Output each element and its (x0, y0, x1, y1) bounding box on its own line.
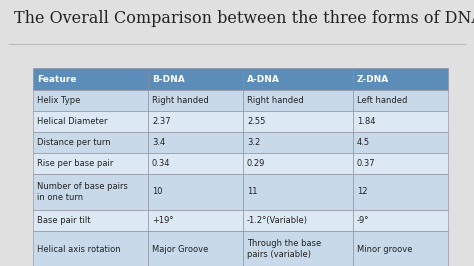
Bar (243, 153, 353, 174)
Text: 11: 11 (247, 188, 257, 197)
Text: Helical Diameter: Helical Diameter (37, 117, 108, 126)
Text: B-DNA: B-DNA (152, 74, 185, 84)
Text: Minor groove: Minor groove (357, 244, 412, 253)
Text: Helical axis rotation: Helical axis rotation (37, 244, 120, 253)
Bar (353, 174, 448, 210)
Text: 2.37: 2.37 (152, 117, 171, 126)
Text: Rise per base pair: Rise per base pair (37, 159, 113, 168)
Bar (353, 132, 448, 153)
Text: A-DNA: A-DNA (247, 74, 280, 84)
Text: -9°: -9° (357, 216, 369, 225)
Text: 0.37: 0.37 (357, 159, 375, 168)
Text: 3.4: 3.4 (152, 138, 165, 147)
Bar (33, 174, 148, 210)
Bar (33, 90, 148, 111)
Text: 1.84: 1.84 (357, 117, 375, 126)
Bar (148, 132, 243, 153)
Text: Right handed: Right handed (247, 96, 304, 105)
Bar (243, 174, 353, 210)
Bar (353, 68, 448, 90)
Text: Left handed: Left handed (357, 96, 407, 105)
Text: Right handed: Right handed (152, 96, 209, 105)
Text: Helix Type: Helix Type (37, 96, 81, 105)
Text: 10: 10 (152, 188, 163, 197)
Text: Z-DNA: Z-DNA (357, 74, 389, 84)
Bar (148, 68, 243, 90)
Bar (148, 210, 243, 231)
Bar (353, 210, 448, 231)
Text: 12: 12 (357, 188, 367, 197)
Text: 0.34: 0.34 (152, 159, 171, 168)
Text: Distance per turn: Distance per turn (37, 138, 110, 147)
Bar (33, 68, 148, 90)
Bar (33, 153, 148, 174)
Text: The Overall Comparison between the three forms of DNA: The Overall Comparison between the three… (14, 10, 474, 27)
Bar (353, 90, 448, 111)
Bar (33, 132, 148, 153)
Text: Through the base
pairs (variable): Through the base pairs (variable) (247, 239, 321, 259)
Text: Feature: Feature (37, 74, 76, 84)
Text: Number of base pairs
in one turn: Number of base pairs in one turn (37, 182, 128, 202)
Text: 0.29: 0.29 (247, 159, 265, 168)
Text: +19°: +19° (152, 216, 173, 225)
Bar (33, 231, 148, 266)
Bar (148, 111, 243, 132)
Bar (243, 132, 353, 153)
Text: -1.2°(Variable): -1.2°(Variable) (247, 216, 308, 225)
Bar (243, 90, 353, 111)
Bar (148, 90, 243, 111)
Text: 3.2: 3.2 (247, 138, 260, 147)
Bar (148, 174, 243, 210)
Bar (148, 231, 243, 266)
Bar (148, 153, 243, 174)
Bar (243, 231, 353, 266)
Text: 4.5: 4.5 (357, 138, 370, 147)
Bar (243, 68, 353, 90)
Text: 2.55: 2.55 (247, 117, 265, 126)
Bar (33, 210, 148, 231)
Bar (353, 231, 448, 266)
Text: Major Groove: Major Groove (152, 244, 209, 253)
Text: Base pair tilt: Base pair tilt (37, 216, 91, 225)
Bar (243, 210, 353, 231)
Bar (33, 111, 148, 132)
Bar (243, 111, 353, 132)
Bar (353, 111, 448, 132)
Bar (353, 153, 448, 174)
